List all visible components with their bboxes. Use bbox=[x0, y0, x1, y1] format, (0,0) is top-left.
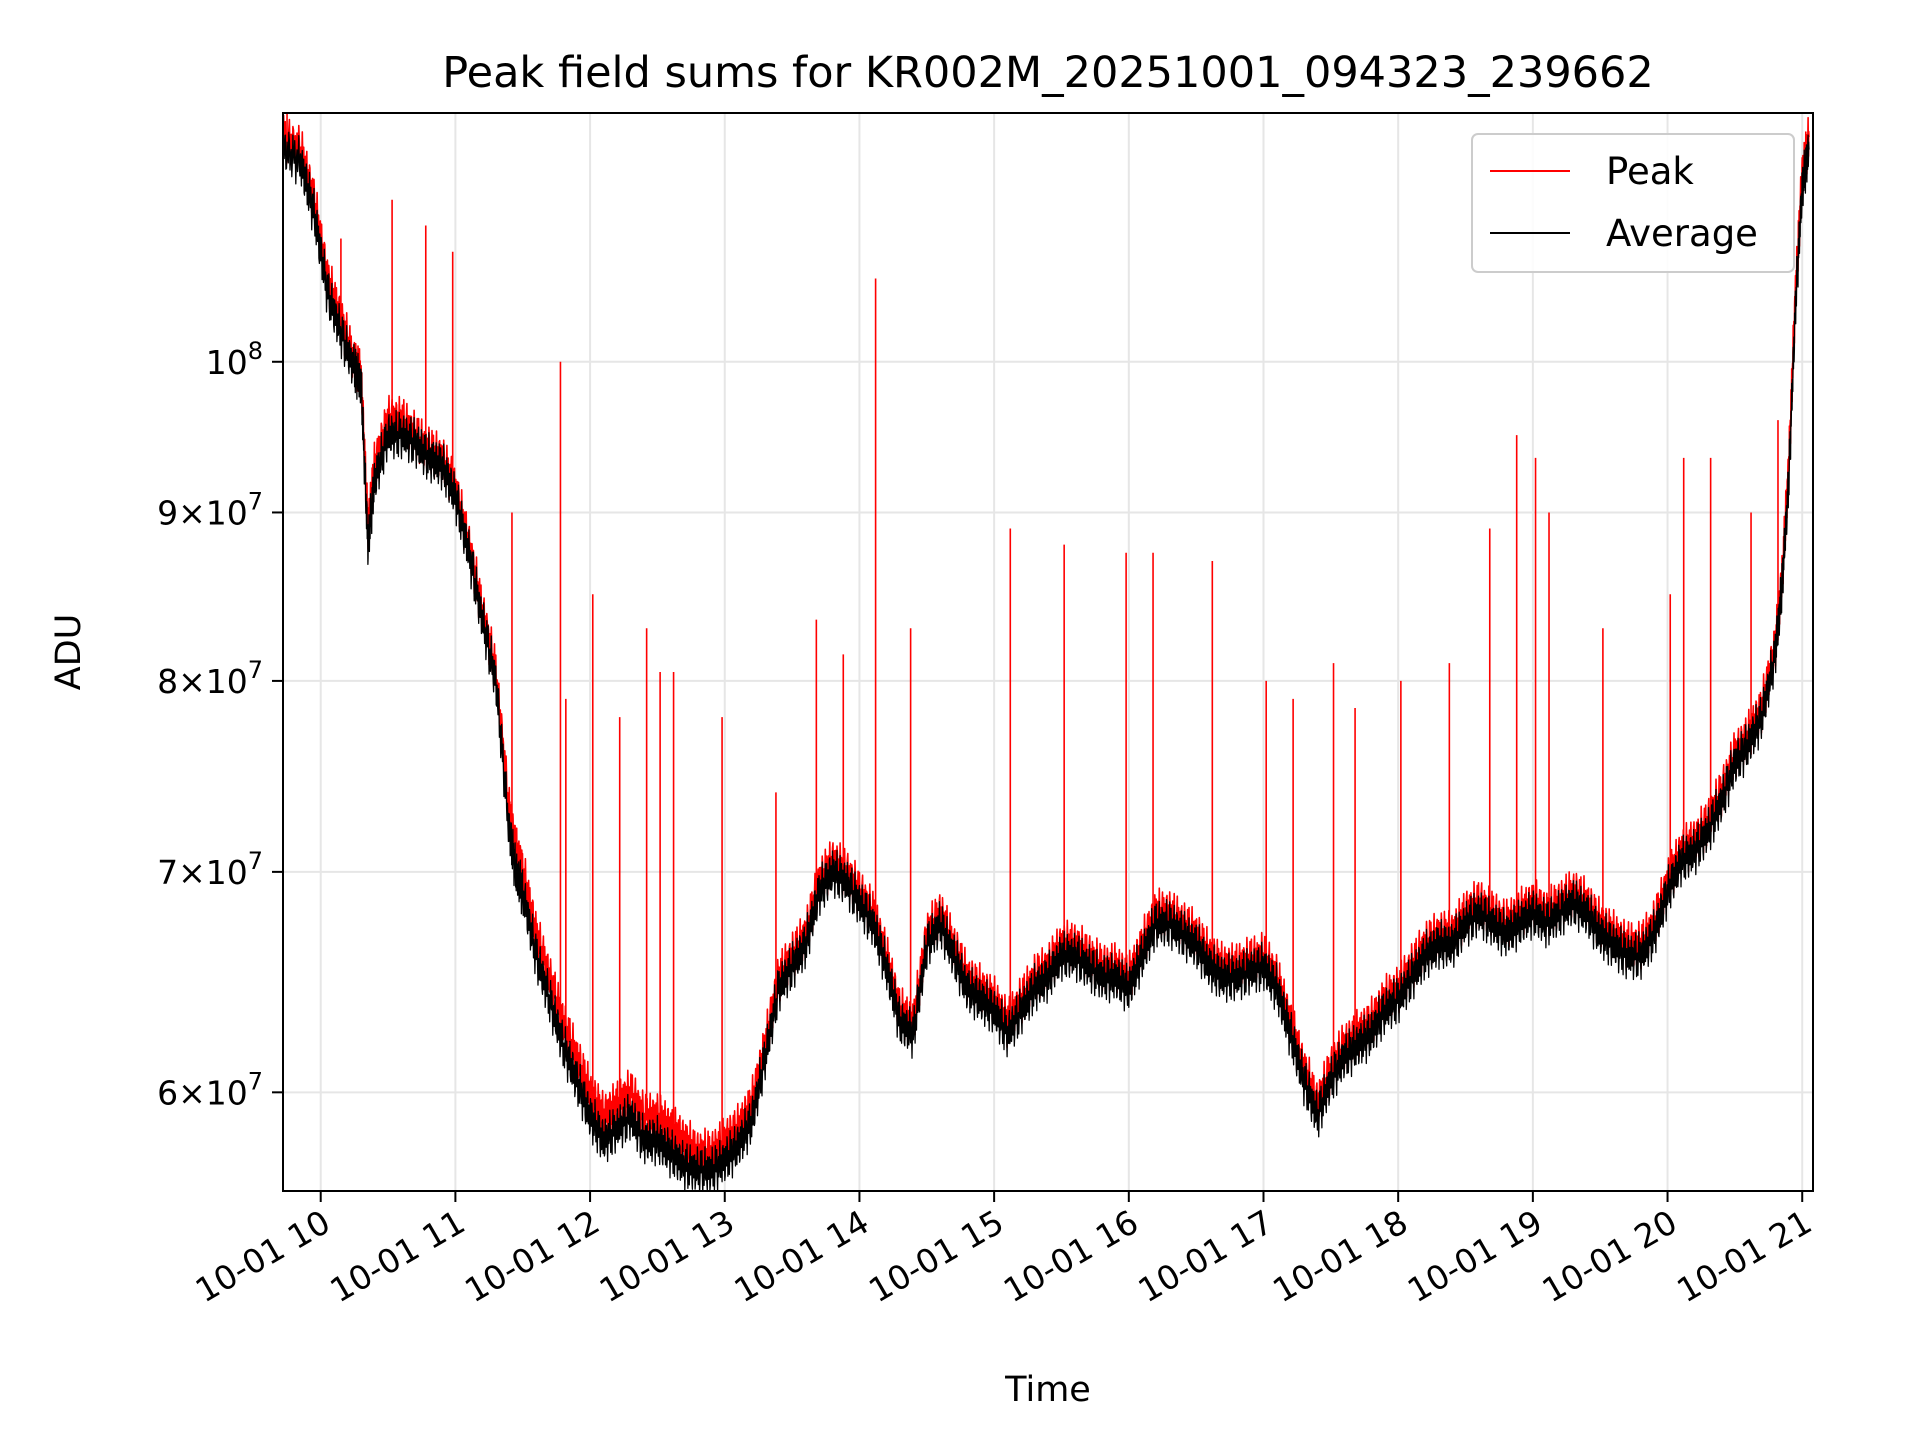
y-tick-label-3: 9×107 bbox=[157, 487, 263, 532]
y-axis-title: ADU bbox=[49, 614, 89, 691]
series-line-peak bbox=[283, 114, 1810, 1178]
chart-title: Peak field sums for KR002M_20251001_0943… bbox=[442, 48, 1654, 98]
legend-label-average: Average bbox=[1606, 212, 1758, 255]
plot-frame bbox=[282, 112, 1814, 1192]
y-tick-label-4: 108 bbox=[206, 337, 263, 382]
y-tick-label-2: 8×107 bbox=[157, 656, 263, 701]
y-tick-label-1: 7×107 bbox=[157, 847, 263, 892]
x-axis-title: Time bbox=[1004, 1370, 1091, 1410]
y-tick-label-0: 6×107 bbox=[157, 1067, 263, 1112]
grid-lines bbox=[283, 113, 1813, 1191]
legend: Peak Average bbox=[1471, 133, 1795, 273]
y-axis-ticks: 6×107 7×107 8×107 9×107 108 bbox=[157, 337, 283, 1112]
legend-label-peak: Peak bbox=[1606, 150, 1694, 193]
series-line-average bbox=[283, 131, 1810, 1191]
series-lines bbox=[283, 113, 1810, 1191]
legend-frame bbox=[1471, 133, 1795, 273]
